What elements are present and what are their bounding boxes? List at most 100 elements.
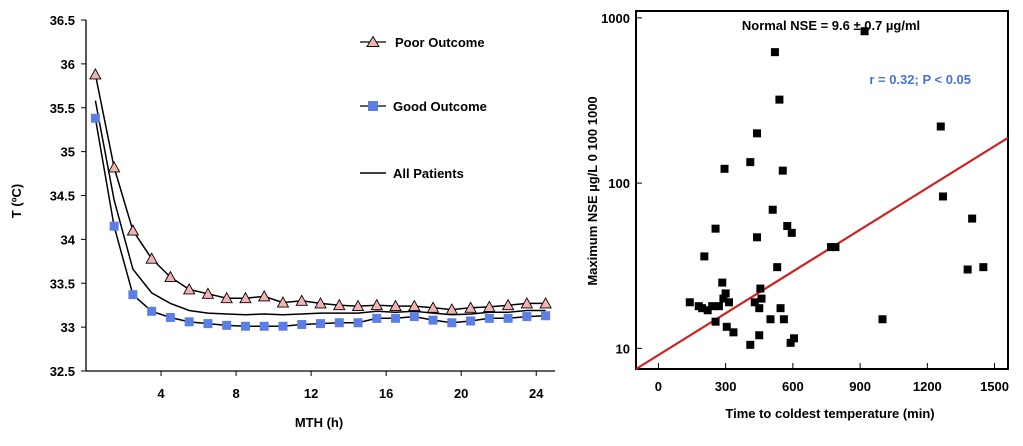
data-point-good-outcome: [222, 320, 232, 330]
right-y-ticks: 10 100 1000: [601, 11, 642, 356]
data-point-good-outcome: [203, 319, 213, 329]
scatter-point: [789, 334, 798, 343]
left-y-tick-label: 34.5: [50, 189, 75, 204]
data-point-poor-outcome: [314, 296, 327, 309]
scatter-point: [725, 298, 733, 307]
right-chart-title: Normal NSE = 9.6 ± 0.7 µg/ml: [742, 18, 920, 33]
scatter-point: [755, 331, 764, 340]
left-x-tick-label: 12: [304, 386, 318, 401]
data-point-poor-outcome: [220, 291, 233, 304]
scatter-point: [979, 263, 988, 272]
regression-line: [635, 136, 1009, 370]
scatter-point: [708, 302, 717, 311]
data-point-poor-outcome: [520, 296, 534, 309]
right-x-tick-label: 1200: [913, 379, 942, 394]
right-plot-frame: [635, 10, 1009, 370]
scatter-point: [766, 315, 775, 324]
data-point-good-outcome: [297, 319, 307, 329]
scatter-point: [718, 278, 727, 287]
data-point-poor-outcome: [426, 301, 440, 313]
left-y-tick-label: 33.5: [50, 276, 75, 291]
right-x-tick-label: 600: [782, 379, 804, 394]
scatter-point: [700, 252, 709, 261]
right-x-ticks: 0 300 600 900 1200 1500: [655, 363, 1009, 394]
data-point-good-outcome: [90, 113, 100, 123]
data-point-poor-outcome: [445, 303, 459, 315]
data-point-poor-outcome: [389, 299, 402, 312]
legend-square-marker: [368, 101, 378, 111]
data-point-good-outcome: [147, 306, 157, 316]
scatter-point: [768, 205, 777, 214]
right-x-tick-label: 300: [715, 379, 737, 394]
data-point-poor-outcome: [501, 298, 515, 311]
scatter-point: [968, 214, 977, 223]
scatter-point: [698, 304, 707, 313]
data-point-good-outcome: [409, 312, 419, 322]
right-y-axis-label: Maximum NSE µg/L 0 100 1000: [585, 96, 600, 285]
scatter-point: [878, 315, 887, 324]
left-y-tick-label: 33: [61, 320, 75, 335]
left-y-axis-label: T (ºC): [9, 184, 24, 218]
scatter-point: [936, 122, 945, 131]
data-point-good-outcome: [278, 321, 288, 331]
right-trendline: [635, 136, 1009, 370]
scatter-point: [939, 192, 948, 201]
scatter-point: [778, 166, 787, 175]
data-point-poor-outcome: [464, 301, 477, 313]
right-y-tick-label: 1000: [601, 11, 630, 26]
data-point-poor-outcome: [351, 299, 365, 312]
left-x-tick-label: 8: [232, 386, 239, 401]
scatter-point: [703, 306, 712, 315]
data-point-good-outcome: [316, 319, 325, 329]
right-points: [685, 27, 988, 349]
data-point-good-outcome: [165, 312, 175, 322]
left-y-tick-label: 32.5: [50, 364, 75, 379]
scatter-point: [860, 27, 869, 36]
data-point-good-outcome: [240, 321, 250, 331]
scatter-point: [963, 265, 972, 274]
data-point-good-outcome: [109, 221, 119, 231]
scatter-point: [757, 294, 766, 303]
right-x-tick-label: 0: [655, 379, 662, 394]
scatter-point: [783, 222, 792, 231]
scatter-point: [826, 243, 835, 252]
scatter-point: [753, 233, 762, 242]
left-y-tick-label: 35.5: [50, 101, 75, 116]
left-x-tick-label: 24: [529, 386, 544, 401]
scatter-point: [787, 228, 796, 237]
scatter-point: [721, 289, 730, 298]
scatter-point: [714, 302, 723, 311]
scatter-point: [711, 224, 720, 233]
legend-label-poor-outcome: Poor Outcome: [395, 35, 485, 50]
data-point-poor-outcome: [201, 287, 215, 299]
right-x-tick-label: 900: [849, 379, 871, 394]
legend-item-poor-outcome: Poor Outcome: [360, 35, 485, 50]
data-point-good-outcome: [259, 321, 269, 331]
scatter-point: [729, 328, 738, 337]
legend-label-all-patients: All Patients: [393, 166, 464, 181]
scatter-point: [786, 338, 795, 347]
data-point-good-outcome: [447, 318, 457, 328]
data-point-good-outcome: [503, 313, 513, 323]
scatter-point: [746, 340, 755, 349]
data-point-good-outcome: [428, 315, 438, 325]
data-point-poor-outcome: [295, 294, 309, 306]
data-point-poor-outcome: [483, 300, 496, 312]
data-point-poor-outcome: [164, 270, 177, 283]
data-point-poor-outcome: [408, 299, 421, 312]
right-x-axis-label: Time to coldest temperature (min): [725, 406, 934, 421]
data-point-good-outcome: [391, 313, 401, 323]
scatter-point: [750, 298, 759, 307]
left-x-tick-label: 16: [379, 386, 393, 401]
scatter-point: [756, 284, 765, 293]
data-point-good-outcome: [466, 316, 476, 326]
scatter-point: [775, 95, 784, 104]
legend-label-good-outcome: Good Outcome: [393, 99, 487, 114]
scatter-point: [779, 315, 788, 324]
scatter-point: [720, 164, 729, 173]
scatter-point: [719, 294, 728, 303]
data-point-poor-outcome: [126, 224, 140, 236]
right-scatter-chart: 10 100 1000 0 300 600 900 1200 1500 Normal NSE …: [585, 10, 1009, 421]
data-point-good-outcome: [522, 312, 532, 322]
